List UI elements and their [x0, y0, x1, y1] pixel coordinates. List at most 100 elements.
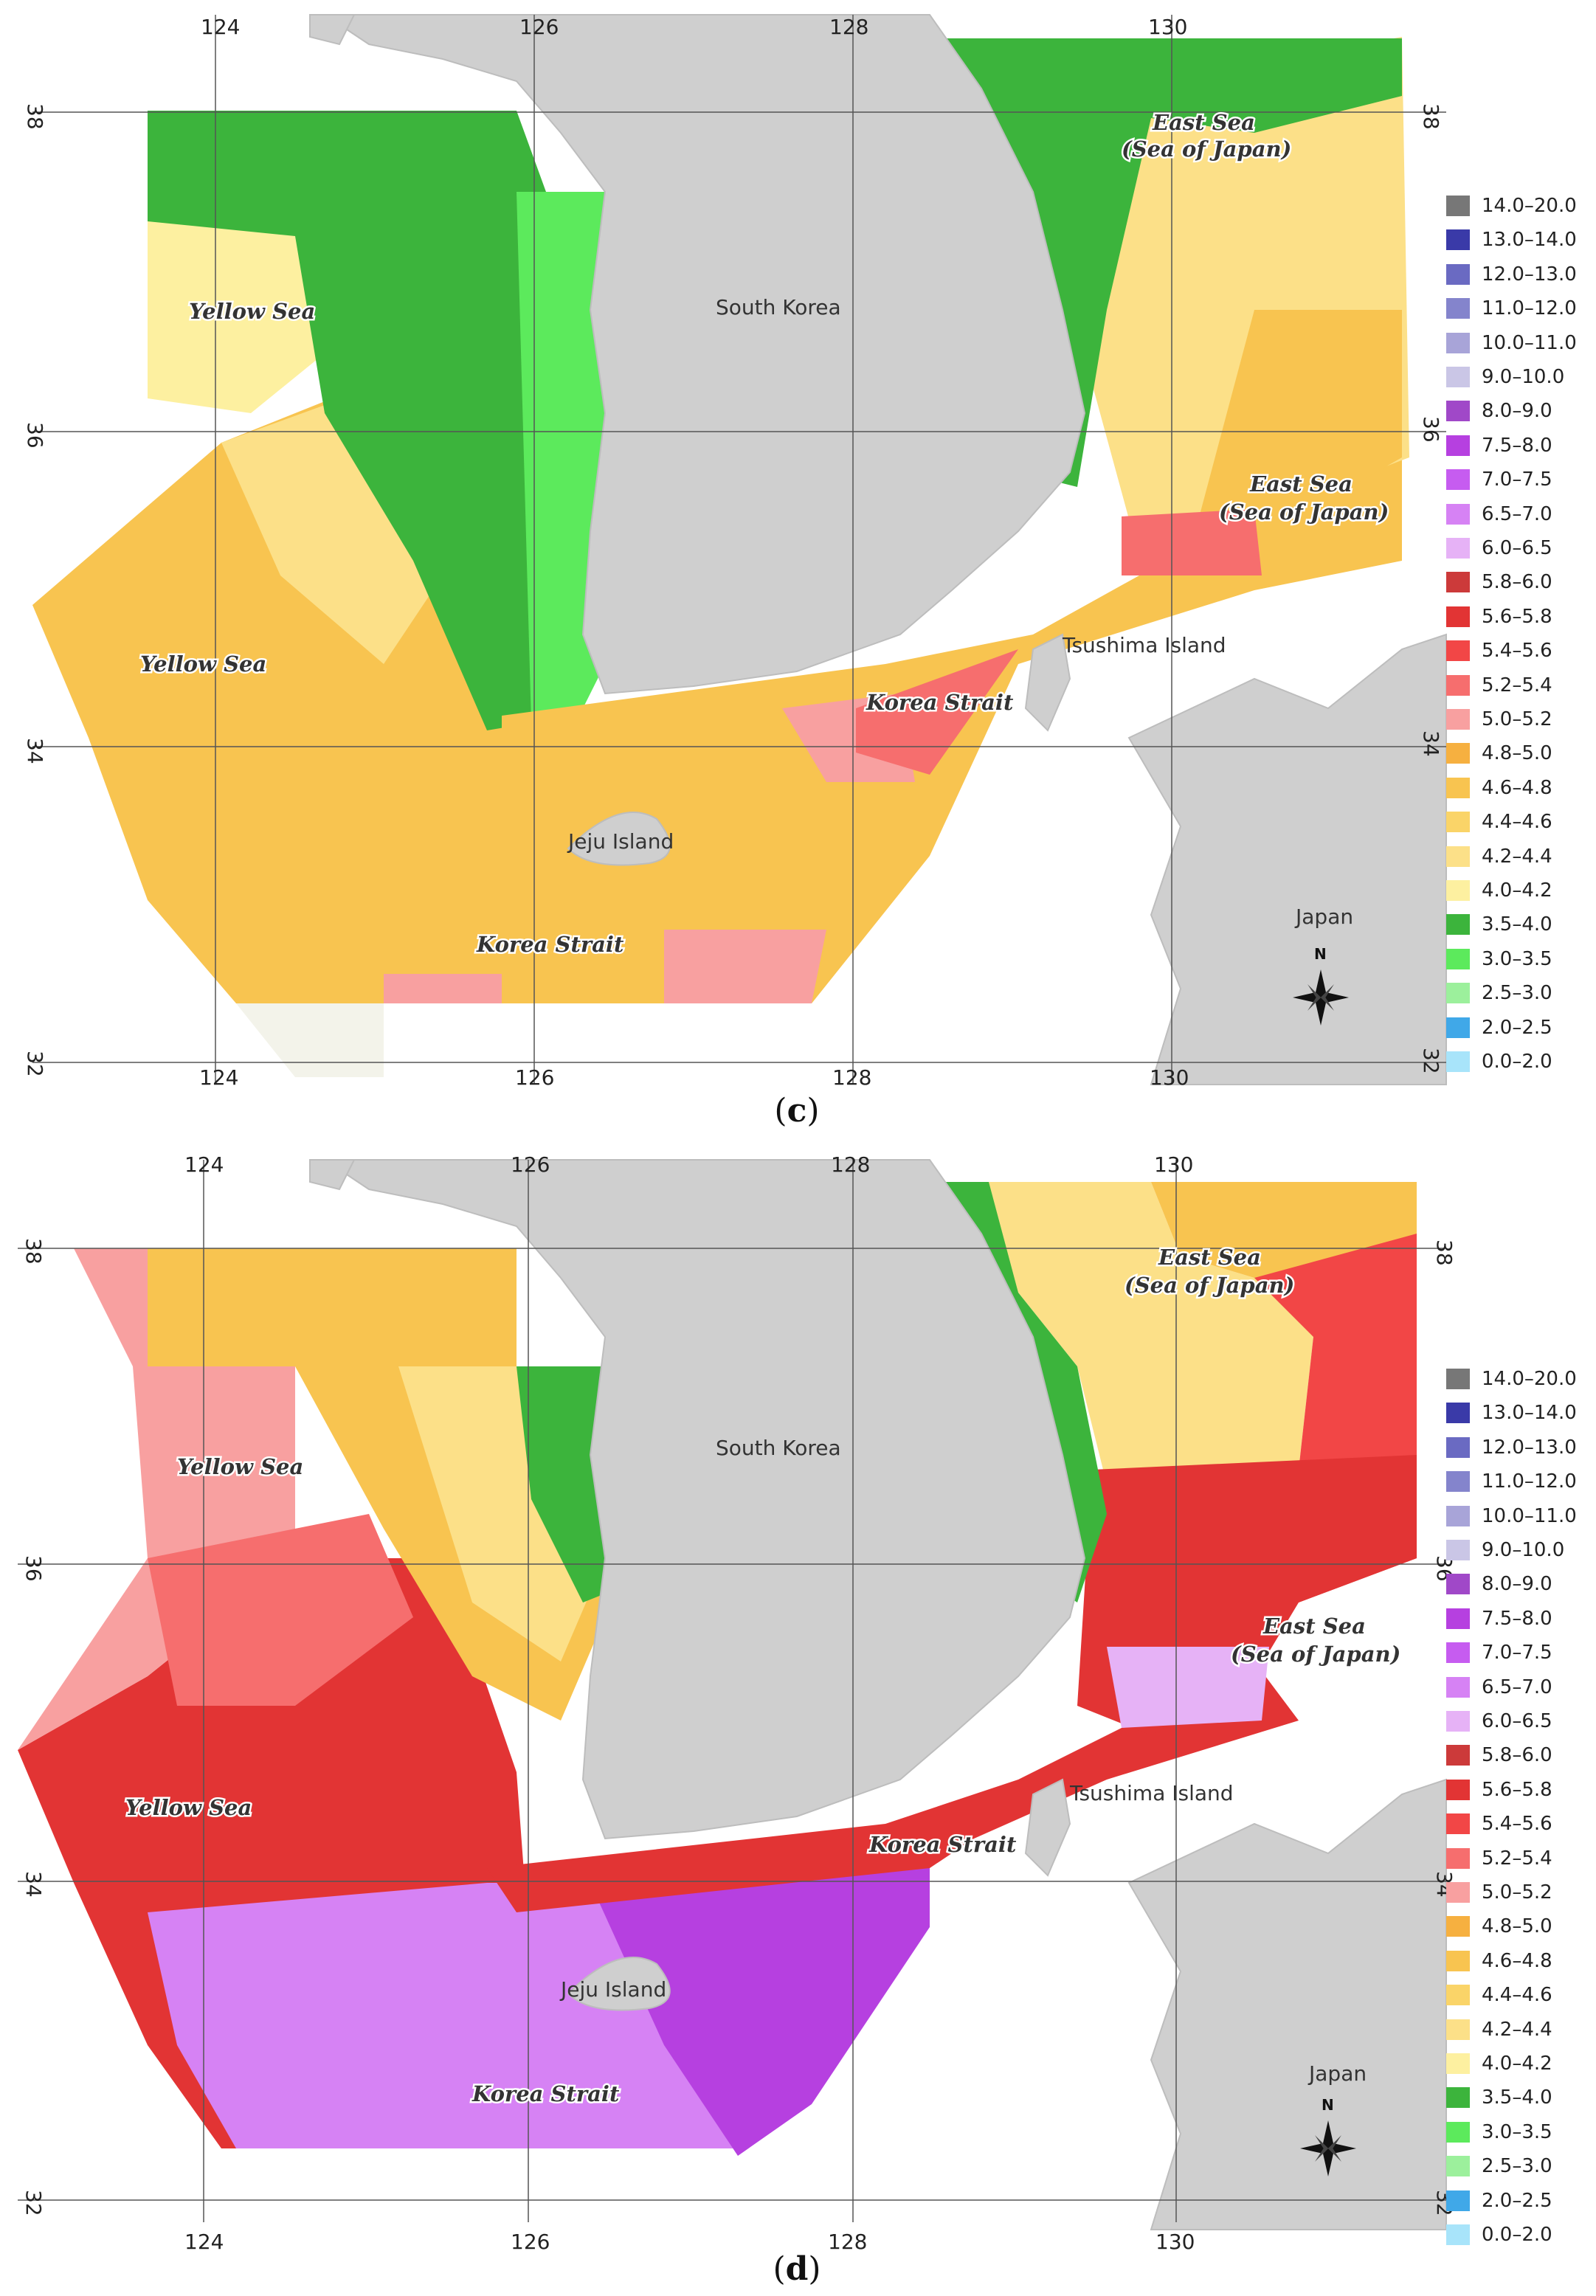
- legend-item: 7.5–8.0: [1446, 1606, 1594, 1631]
- legend-swatch: [1446, 503, 1470, 525]
- legend-swatch: [1446, 1985, 1470, 2006]
- label-south-korea: South Korea: [716, 1436, 841, 1460]
- legend-label: 6.5–7.0: [1482, 1676, 1552, 1698]
- legend-item: 5.8–6.0: [1446, 570, 1594, 595]
- legend-swatch: [1446, 538, 1470, 559]
- lat-left-36: 36: [23, 422, 47, 449]
- legend-label: 2.0–2.5: [1482, 1016, 1552, 1039]
- graticule: [18, 1160, 1446, 2222]
- panel-c: 124 126 128 130 124 126 128 130 38 36 34…: [0, 0, 1596, 1142]
- legend-label: 4.6–4.8: [1482, 1949, 1552, 1972]
- lat-left-32: 32: [23, 1051, 47, 1077]
- legend-label: 4.0–4.2: [1482, 2053, 1552, 2075]
- label-east-sea-south-sub: (Sea of Japan): [1231, 1642, 1400, 1667]
- lat-right-38: 38: [1419, 103, 1443, 130]
- legend-label: 5.0–5.2: [1482, 708, 1552, 730]
- legend-label: 2.0–2.5: [1482, 2189, 1552, 2212]
- legend-item: 13.0–14.0: [1446, 227, 1594, 252]
- legend-swatch: [1446, 435, 1470, 456]
- legend-swatch: [1446, 1369, 1470, 1389]
- label-japan: Japan: [1294, 905, 1353, 929]
- legend-swatch: [1446, 606, 1470, 627]
- legend-swatch: [1446, 2121, 1470, 2143]
- legend-label: 3.5–4.0: [1482, 2086, 1552, 2109]
- lat-left-34: 34: [21, 1871, 46, 1898]
- legend-item: 10.0–11.0: [1446, 1504, 1594, 1529]
- legend-item: 6.5–7.0: [1446, 1675, 1594, 1700]
- legend-label: 10.0–11.0: [1482, 1504, 1577, 1527]
- label-south-korea: South Korea: [716, 295, 841, 319]
- jeju-land: [567, 1957, 671, 2011]
- panel-label-c: (c): [774, 1092, 820, 1130]
- legend-label: 5.4–5.6: [1482, 1813, 1552, 1836]
- legend-swatch: [1446, 1505, 1470, 1526]
- legend-label: 11.0–12.0: [1482, 297, 1577, 320]
- label-yellow-sea-north: Yellow Sea: [189, 299, 315, 324]
- legend-item: 4.8–5.0: [1446, 1914, 1594, 1939]
- lon-bottom-124: 124: [184, 2230, 224, 2254]
- legend-item: 6.5–7.0: [1446, 502, 1594, 527]
- legend-item: 12.0–13.0: [1446, 1435, 1594, 1460]
- legend-item: 7.0–7.5: [1446, 1640, 1594, 1665]
- legend-item: 9.0–10.0: [1446, 364, 1594, 390]
- legend-swatch: [1446, 196, 1470, 216]
- lat-right-36: 36: [1419, 416, 1443, 443]
- label-jeju-island: Jeju Island: [559, 1977, 666, 2002]
- panel-d: 124 126 128 130 124 126 128 130 38 36 34…: [0, 1145, 1596, 2296]
- legend-label: 13.0–14.0: [1482, 1402, 1577, 1425]
- field-southwest-fade: [236, 1003, 384, 1077]
- legend-item: 2.5–3.0: [1446, 981, 1594, 1006]
- map-c: 124 126 128 130 124 126 128 130 38 36 34…: [23, 14, 1447, 1090]
- legend-swatch: [1446, 640, 1470, 662]
- legend-swatch: [1446, 983, 1470, 1004]
- label-yellow-sea-north: Yellow Sea: [177, 1454, 303, 1479]
- lon-bottom-126: 126: [511, 2230, 550, 2254]
- legend-swatch: [1446, 812, 1470, 833]
- lon-bottom-124: 124: [199, 1065, 238, 1090]
- legend-item: 14.0–20.0: [1446, 1366, 1594, 1391]
- label-east-sea-north-sub: (Sea of Japan): [1122, 136, 1291, 162]
- label-east-sea-south-sub: (Sea of Japan): [1219, 499, 1389, 525]
- legend-label: 4.4–4.6: [1482, 1984, 1552, 2007]
- legend-swatch: [1446, 1882, 1470, 1903]
- field-south-pink: [664, 930, 826, 1003]
- north-arrow-icon: [1300, 2120, 1356, 2176]
- legend-label: 6.0–6.5: [1482, 1710, 1552, 1732]
- lat-left-38: 38: [21, 1238, 46, 1265]
- legend-label: 2.5–3.0: [1482, 2155, 1552, 2178]
- legend-swatch: [1446, 1916, 1470, 1937]
- lon-top-130: 130: [1154, 1152, 1193, 1177]
- label-korea-strait-south: Korea Strait: [476, 932, 624, 957]
- lat-left-34: 34: [23, 738, 47, 764]
- legend-item: 8.0–9.0: [1446, 398, 1594, 423]
- legend-label: 4.6–4.8: [1482, 776, 1552, 799]
- lon-top-124: 124: [184, 1152, 224, 1177]
- legend-swatch: [1446, 572, 1470, 593]
- legend-item: 5.2–5.4: [1446, 673, 1594, 698]
- legend-swatch: [1446, 846, 1470, 867]
- legend-swatch: [1446, 2087, 1470, 2109]
- label-jeju-island: Jeju Island: [567, 829, 674, 854]
- legend-label: 8.0–9.0: [1482, 1573, 1552, 1596]
- lon-top-126: 126: [511, 1152, 550, 1177]
- legend-swatch: [1446, 1847, 1470, 1869]
- legend-label: 10.0–11.0: [1482, 331, 1577, 354]
- legend-item: 7.5–8.0: [1446, 433, 1594, 458]
- field-green-west: [148, 111, 561, 730]
- legend-swatch: [1446, 1436, 1470, 1458]
- japan-land: [1127, 633, 1447, 1085]
- lon-top-126: 126: [519, 15, 559, 39]
- lon-top-128: 128: [831, 1152, 870, 1177]
- korea-land: [322, 1159, 1086, 1840]
- korea-land: [322, 14, 1086, 695]
- legend-item: 10.0–11.0: [1446, 331, 1594, 356]
- legend-swatch: [1446, 1813, 1470, 1835]
- legend-swatch: [1446, 2224, 1470, 2245]
- legend-item: 14.0–20.0: [1446, 193, 1594, 218]
- legend-item: 5.6–5.8: [1446, 604, 1594, 629]
- legend-item: 0.0–2.0: [1446, 1049, 1594, 1074]
- field-south-purple-light: [148, 1883, 738, 2148]
- legend-label: 3.5–4.0: [1482, 913, 1552, 936]
- north-arrow-icon: [1293, 969, 1349, 1026]
- label-east-sea-north-sub: (Sea of Japan): [1125, 1273, 1294, 1298]
